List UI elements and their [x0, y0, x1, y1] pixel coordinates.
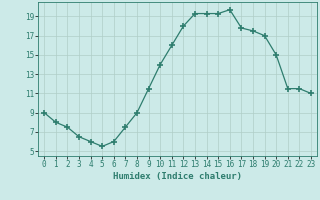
X-axis label: Humidex (Indice chaleur): Humidex (Indice chaleur) [113, 172, 242, 181]
